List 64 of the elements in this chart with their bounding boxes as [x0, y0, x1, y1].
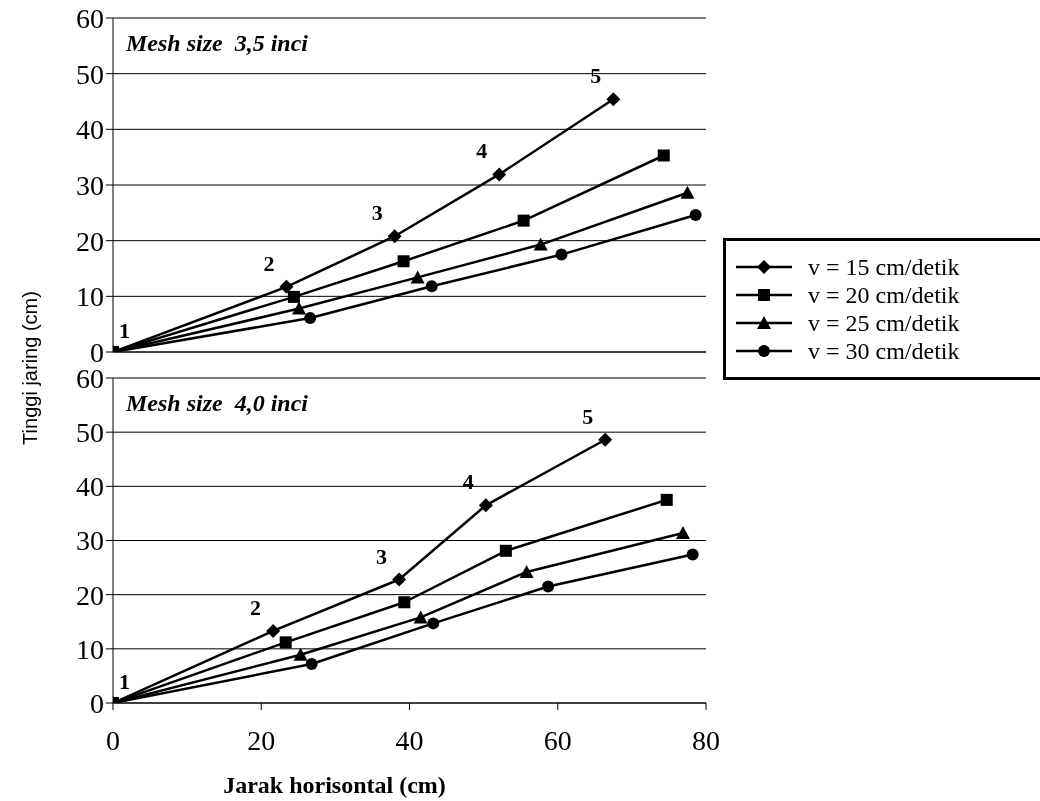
y-tick-label: 60 [76, 2, 104, 34]
point [397, 255, 410, 268]
y-tick-label: 30 [76, 525, 104, 557]
x-axis-title: Jarak horisontal (cm) [223, 772, 446, 798]
point [398, 596, 411, 609]
point [555, 248, 568, 261]
point [293, 647, 308, 661]
point [598, 432, 613, 447]
legend-label: v = 15 cm/detik [808, 253, 960, 281]
x-tick-label: 60 [543, 724, 572, 756]
point [478, 498, 493, 513]
point [305, 658, 318, 670]
x-tick-label: 80 [692, 724, 720, 756]
point [660, 493, 673, 506]
y-tick-label: 10 [76, 281, 104, 313]
annotation: 2 [250, 594, 262, 620]
y-tick-label: 20 [76, 579, 104, 611]
annotation: 4 [476, 138, 488, 164]
point [680, 185, 695, 199]
y-tick-label: 20 [76, 225, 104, 257]
y-tick-label: 40 [76, 471, 104, 503]
y-tick-label: 30 [76, 169, 104, 201]
annotation: 5 [582, 403, 594, 429]
point [427, 617, 440, 630]
y-tick-label: 0 [90, 687, 104, 719]
point [387, 229, 402, 244]
point [287, 290, 300, 303]
point [542, 580, 555, 593]
legend-label: v = 30 cm/detik [808, 337, 960, 365]
point [499, 544, 512, 557]
point [425, 280, 438, 293]
y-tick-label: 10 [76, 633, 104, 665]
point [533, 237, 548, 251]
y-tick-label: 50 [76, 417, 104, 449]
legend-label: v = 25 cm/detik [808, 309, 960, 337]
point [304, 312, 317, 325]
annotation: 2 [263, 250, 275, 276]
text: Mesh size 4,0 inci [126, 390, 309, 417]
point [492, 167, 507, 182]
point [392, 572, 407, 587]
legend-label: v = 20 cm/detik [808, 281, 960, 309]
point [517, 214, 530, 227]
annotation: 3 [371, 200, 383, 226]
annotation: 3 [376, 543, 388, 569]
annotation: 1 [119, 669, 130, 694]
x-tick-label: 40 [395, 724, 424, 756]
y-tick-label: 50 [76, 58, 104, 90]
point [686, 548, 699, 561]
y-tick-label: 40 [76, 114, 104, 146]
annotation: 1 [119, 318, 130, 343]
point [410, 270, 425, 284]
point [657, 149, 670, 162]
point [266, 623, 281, 638]
point [689, 209, 702, 222]
point [606, 92, 621, 107]
point [292, 301, 307, 315]
point [279, 279, 294, 294]
point [519, 564, 534, 578]
point [676, 525, 691, 539]
y-axis-title: Tinggi jaring (cm) [18, 291, 42, 445]
x-tick-label: 20 [247, 724, 276, 756]
point [279, 636, 292, 649]
point [413, 610, 428, 624]
text: Mesh size 3,5 inci [126, 30, 309, 57]
